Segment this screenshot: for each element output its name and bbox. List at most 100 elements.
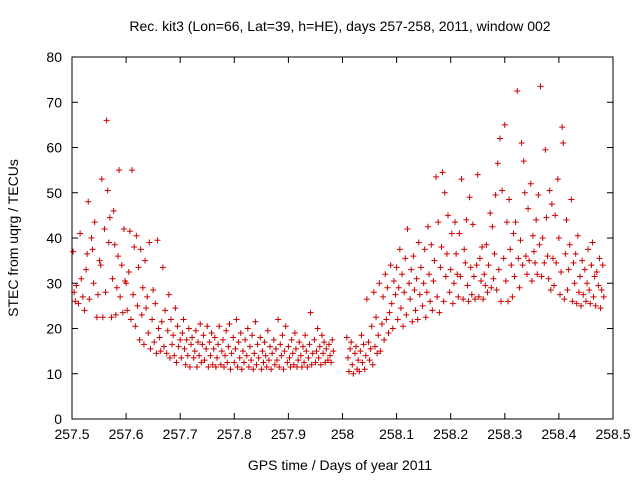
data-point xyxy=(268,366,275,373)
data-point xyxy=(178,354,185,361)
data-point xyxy=(159,264,166,271)
data-point xyxy=(588,262,595,269)
data-point xyxy=(77,230,84,237)
data-point xyxy=(487,210,494,217)
data-point xyxy=(563,216,570,223)
data-point xyxy=(164,327,171,334)
data-point xyxy=(429,307,436,314)
y-axis-label: STEC from uqrg / TECUs xyxy=(5,159,21,317)
data-point xyxy=(490,275,497,282)
data-point xyxy=(449,300,456,307)
y-tick-label: 20 xyxy=(46,321,62,337)
data-point xyxy=(433,173,440,180)
data-point xyxy=(463,216,470,223)
data-point xyxy=(580,291,587,298)
data-point xyxy=(464,282,471,289)
data-point xyxy=(324,357,331,364)
data-point xyxy=(83,266,90,273)
data-point xyxy=(500,255,507,262)
data-point xyxy=(163,350,170,357)
x-tick-label: 258.3 xyxy=(487,426,522,442)
data-point xyxy=(392,291,399,298)
data-point xyxy=(460,296,467,303)
data-point xyxy=(78,275,85,282)
data-point xyxy=(369,361,376,368)
data-point xyxy=(536,241,543,248)
data-point xyxy=(211,334,218,341)
data-point xyxy=(546,187,553,194)
data-point xyxy=(185,325,192,332)
data-point xyxy=(91,219,98,226)
data-point xyxy=(496,135,503,142)
data-point xyxy=(234,363,241,370)
data-point xyxy=(173,359,180,366)
data-point xyxy=(86,296,93,303)
data-point xyxy=(98,176,105,183)
data-point xyxy=(126,228,133,235)
data-point xyxy=(520,158,527,165)
data-point xyxy=(515,255,522,262)
chart-title: Rec. kit3 (Lon=66, Lat=39, h=HE), days 2… xyxy=(129,18,550,34)
data-point xyxy=(442,273,449,280)
data-point xyxy=(182,361,189,368)
data-point xyxy=(218,348,225,355)
data-point xyxy=(491,250,498,257)
data-point xyxy=(411,287,418,294)
data-point xyxy=(399,271,406,278)
y-tick-label: 80 xyxy=(46,49,62,65)
data-point xyxy=(228,350,235,357)
data-point xyxy=(538,273,545,280)
data-point xyxy=(586,287,593,294)
data-point xyxy=(560,139,567,146)
data-point xyxy=(360,341,367,348)
data-point xyxy=(377,348,384,355)
data-point xyxy=(282,323,289,330)
data-point xyxy=(196,352,203,359)
data-point xyxy=(110,207,117,214)
data-point xyxy=(397,305,404,312)
data-point xyxy=(584,280,591,287)
data-point xyxy=(199,341,206,348)
data-point xyxy=(168,316,175,323)
y-tick-label: 50 xyxy=(46,185,62,201)
data-point xyxy=(458,176,465,183)
data-point xyxy=(301,359,308,366)
data-point xyxy=(291,330,298,337)
data-point xyxy=(272,345,279,352)
data-point xyxy=(269,350,276,357)
data-point xyxy=(200,332,207,339)
data-point xyxy=(106,214,113,221)
data-point xyxy=(325,341,332,348)
data-point xyxy=(227,366,234,373)
data-point xyxy=(275,316,282,323)
data-point xyxy=(286,354,293,361)
data-point xyxy=(443,250,450,257)
data-point xyxy=(413,275,420,282)
data-point xyxy=(124,307,131,314)
data-point xyxy=(541,259,548,266)
data-point xyxy=(191,348,198,355)
data-point xyxy=(368,323,375,330)
data-point xyxy=(144,293,151,300)
data-point xyxy=(403,311,410,318)
data-point xyxy=(271,361,278,368)
data-point xyxy=(112,311,119,318)
data-point xyxy=(362,352,369,359)
data-point xyxy=(304,363,311,370)
data-point xyxy=(355,357,362,364)
data-point xyxy=(482,282,489,289)
data-point xyxy=(562,250,569,257)
data-point xyxy=(447,266,454,273)
data-point xyxy=(474,171,481,178)
data-point xyxy=(296,339,303,346)
data-point xyxy=(348,339,355,346)
data-point xyxy=(233,316,240,323)
data-point xyxy=(552,212,559,219)
data-point xyxy=(143,305,150,312)
data-point xyxy=(423,289,430,296)
y-tick-label: 10 xyxy=(46,366,62,382)
data-point xyxy=(94,291,101,298)
data-point xyxy=(415,239,422,246)
data-point xyxy=(495,266,502,273)
data-point xyxy=(181,345,188,352)
